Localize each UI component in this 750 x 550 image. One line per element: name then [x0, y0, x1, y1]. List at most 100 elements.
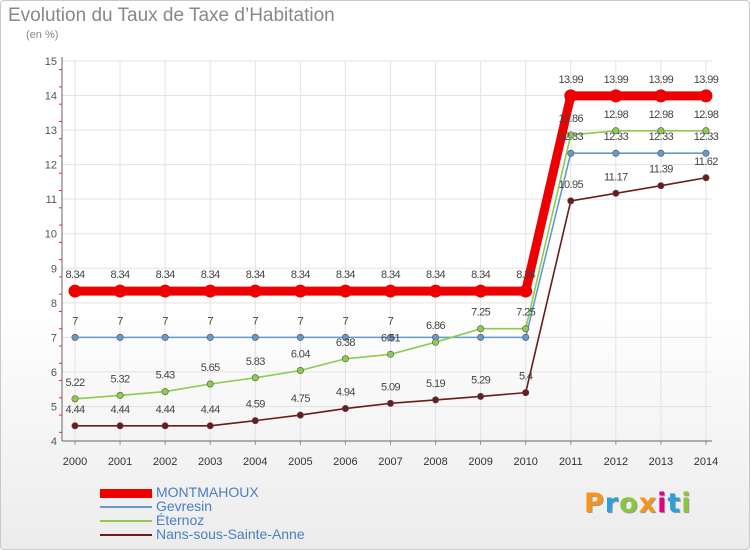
line-chart: 4 5 6 7 8 9 10 11 12 13 14 15 2000 2001 2002 2003 2004 20… [45, 56, 720, 468]
data-label: 5.83 [246, 356, 265, 368]
data-point [612, 189, 620, 197]
data-label: 5.4 [519, 371, 533, 383]
x-tick-label: 2012 [604, 456, 628, 468]
legend-swatch [100, 506, 152, 508]
data-label: 8.34 [201, 269, 220, 281]
x-tick-label: 2003 [198, 456, 222, 468]
data-label: 6.51 [381, 332, 400, 344]
data-point [206, 380, 214, 388]
data-point [71, 333, 79, 341]
data-point [612, 127, 620, 135]
data-point [429, 284, 443, 298]
y-axis-unit: (en %) [26, 29, 59, 41]
data-point [519, 284, 533, 298]
data-label: 7 [388, 315, 394, 327]
data-label: 12.86 [559, 113, 584, 125]
data-point [116, 422, 124, 430]
y-tick-label: 14 [45, 91, 57, 103]
data-label: 7 [253, 315, 259, 327]
y-tick-label: 11 [46, 194, 57, 206]
data-label: 6.04 [291, 349, 310, 361]
y-tick-label: 8 [51, 298, 57, 310]
data-point [248, 284, 262, 298]
data-point [432, 338, 440, 346]
data-label: 7 [298, 315, 304, 327]
data-label: 8.34 [246, 269, 265, 281]
x-tick-label: 2014 [694, 456, 718, 468]
data-point [251, 333, 259, 341]
data-label: 12.98 [604, 109, 629, 121]
legend-swatch [100, 520, 152, 522]
y-tick-label: 10 [45, 229, 57, 241]
data-label: 10.95 [559, 179, 584, 191]
x-tick-label: 2007 [378, 456, 402, 468]
data-point [161, 388, 169, 396]
data-point [341, 405, 349, 413]
data-point [386, 399, 394, 407]
data-label: 7 [343, 315, 349, 327]
data-point [609, 89, 623, 103]
data-point [158, 284, 172, 298]
x-tick-label: 2001 [108, 456, 132, 468]
y-tick-label: 9 [51, 263, 57, 275]
data-point [477, 333, 485, 341]
data-point [338, 284, 352, 298]
data-label: 7 [207, 315, 213, 327]
data-label: 4.44 [111, 404, 130, 416]
data-label: 4.44 [65, 404, 84, 416]
data-label: 8.34 [471, 269, 490, 281]
data-label: 7.25 [516, 307, 535, 319]
x-tick-label: 2008 [423, 456, 447, 468]
data-label: 5.65 [201, 362, 220, 374]
data-label: 13.99 [694, 74, 719, 86]
data-point [386, 333, 394, 341]
legend-swatch [100, 488, 152, 498]
data-label: 4.75 [291, 393, 310, 405]
data-label: 13.99 [649, 74, 674, 86]
x-tick-label: 2000 [63, 456, 87, 468]
data-point [113, 284, 127, 298]
data-label: 6.86 [426, 320, 445, 332]
data-point [702, 127, 710, 135]
data-point [702, 149, 710, 157]
y-tick-label: 4 [51, 436, 57, 448]
data-label: 8.34 [381, 269, 400, 281]
data-point [383, 284, 397, 298]
data-point [699, 89, 713, 103]
data-label: 8.34 [336, 269, 355, 281]
data-point [206, 422, 214, 430]
data-point [474, 284, 488, 298]
y-tick-label: 7 [51, 332, 57, 344]
data-label: 5.22 [65, 377, 84, 389]
data-label: 4.44 [201, 404, 220, 416]
x-tick-label: 2004 [243, 456, 267, 468]
x-tick-label: 2010 [513, 456, 537, 468]
data-label: 4.94 [336, 387, 355, 399]
data-label: 12.33 [559, 131, 584, 143]
data-label: 4.44 [156, 404, 175, 416]
y-tick-label: 15 [45, 56, 57, 68]
legend-label: Éternoz [156, 512, 205, 528]
chart-title: Evolution du Taux de Taxe d’Habitation [8, 5, 335, 26]
data-point [567, 149, 575, 157]
data-point [612, 149, 620, 157]
x-tick-label: 2005 [288, 456, 312, 468]
data-point [71, 395, 79, 403]
data-point [522, 389, 530, 397]
data-point [68, 284, 82, 298]
y-tick-label: 5 [51, 401, 57, 413]
data-label: 12.33 [604, 131, 629, 143]
data-label: 13.99 [604, 74, 629, 86]
data-label: 12.33 [694, 131, 719, 143]
data-point [206, 333, 214, 341]
data-point [567, 197, 575, 205]
data-label: 8.34 [111, 269, 130, 281]
data-point [296, 333, 304, 341]
data-point [161, 422, 169, 430]
legend-label: Gevresin [156, 498, 213, 514]
data-label: 12.98 [694, 109, 719, 121]
data-point [116, 391, 124, 399]
data-point [116, 333, 124, 341]
data-point [432, 396, 440, 404]
data-label: 8.34 [65, 269, 84, 281]
